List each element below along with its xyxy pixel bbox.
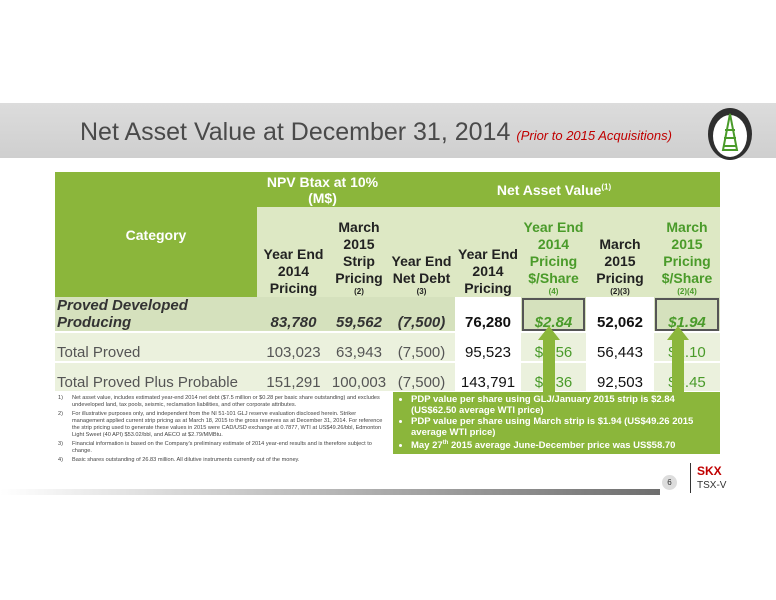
title-band xyxy=(0,103,776,158)
ticker-exchange: TSX-V xyxy=(697,480,727,491)
callout-b3-pre: May 27 xyxy=(411,440,443,452)
row-category: Proved Developed Producing xyxy=(55,297,257,333)
row-category: Total Proved Plus Probable xyxy=(55,362,257,393)
npv-header: NPV Btax at 10% (M$) xyxy=(257,172,388,207)
col-header: Year End Net Debt (3) xyxy=(388,207,455,297)
col-note: (2) xyxy=(354,287,364,296)
col-header: Year End 2014 Pricing $/Share (4) xyxy=(521,207,586,297)
category-header: Category xyxy=(55,172,257,297)
cell: 100,003 xyxy=(330,362,388,393)
cell: 83,780 xyxy=(257,297,330,333)
col-header: March 2015 Pricing (2)(3) xyxy=(586,207,654,297)
col-label: March 2015 Pricing $/Share xyxy=(661,219,713,286)
cell: 52,062 xyxy=(586,297,654,333)
cell: 103,023 xyxy=(257,332,330,363)
callout-bullet: May 27th 2015 average June-December pric… xyxy=(411,438,716,451)
cell: 63,943 xyxy=(330,332,388,363)
cell: 76,280 xyxy=(455,297,521,333)
col-label: Year End 2014 Pricing xyxy=(263,246,324,296)
cell: 59,562 xyxy=(330,297,388,333)
cell: 92,503 xyxy=(586,362,654,393)
cell: 151,291 xyxy=(257,362,330,393)
footnotes: 1) Net asset value, includes estimated ye… xyxy=(58,395,388,466)
callout-box: PDP value per share using GLJ/January 20… xyxy=(393,392,720,454)
footnote-num: 2) xyxy=(58,411,63,417)
cell: (7,500) xyxy=(388,297,455,333)
title-main: Net Asset Value at December 31, 2014 xyxy=(80,118,511,146)
footnote-text: Basic shares outstanding of 26.83 millio… xyxy=(72,457,300,463)
nav-header: Net Asset Value(1) xyxy=(388,172,720,207)
nav-header-label: Net Asset Value xyxy=(496,181,602,198)
col-label: Year End Net Debt xyxy=(391,253,452,286)
arrow-shaft xyxy=(672,338,684,394)
callout-b3-sup: th xyxy=(442,440,449,446)
nav-table: Category NPV Btax at 10% (M$) Net Asset … xyxy=(55,172,720,393)
callout-bullet: PDP value per share using March strip is… xyxy=(411,416,716,438)
col-header: March 2015 Pricing $/Share (2)(4) xyxy=(654,207,720,297)
footnote-num: 3) xyxy=(58,441,63,447)
row-category: Total Proved xyxy=(55,332,257,363)
footnote-text: Net asset value, includes estimated year… xyxy=(72,395,380,408)
col-header: Year End 2014 Pricing xyxy=(257,207,330,297)
striker-logo-icon xyxy=(708,108,752,160)
col-label: Year End 2014 Pricing xyxy=(458,246,518,296)
cell: (7,500) xyxy=(388,362,455,393)
table-row: Total Proved 103,023 63,943 (7,500) 95,5… xyxy=(55,332,720,363)
arrow-shaft xyxy=(543,338,555,394)
footnote: 4) Basic shares outstanding of 26.83 mill… xyxy=(58,457,388,464)
footnote-text: Financial information is based on the Co… xyxy=(72,441,372,454)
table-row: Proved Developed Producing 83,780 59,562… xyxy=(55,297,720,333)
col-note: (2)(4) xyxy=(677,287,697,296)
cell: 95,523 xyxy=(455,332,521,363)
footnote-num: 1) xyxy=(58,395,63,401)
table-row: Total Proved Plus Probable 151,291 100,0… xyxy=(55,362,720,393)
nav-header-sup: (1) xyxy=(601,181,612,191)
footnote-num: 4) xyxy=(58,457,63,463)
footnote: 2) For illustrative purposes only, and in… xyxy=(58,411,388,439)
footnote: 1) Net asset value, includes estimated ye… xyxy=(58,395,388,409)
col-label: March 2015 Pricing xyxy=(596,236,644,286)
callout-bullet: PDP value per share using GLJ/January 20… xyxy=(411,394,716,416)
ticker-divider xyxy=(690,463,691,493)
title-subtitle: (Prior to 2015 Acquisitions) xyxy=(516,128,672,143)
col-label: March 2015 Strip Pricing xyxy=(335,219,383,286)
col-note: (2)(3) xyxy=(610,287,630,296)
callout-b3-post: 2015 average June-December price was US$… xyxy=(448,440,676,452)
arrow-up-icon xyxy=(538,326,560,340)
cell: 56,443 xyxy=(586,332,654,363)
cell: 143,791 xyxy=(455,362,521,393)
cell: $3.45 xyxy=(654,362,720,393)
col-header: March 2015 Strip Pricing (2) xyxy=(330,207,388,297)
footnote: 3) Financial information is based on the … xyxy=(58,441,388,455)
cell: (7,500) xyxy=(388,332,455,363)
footer-bar xyxy=(0,489,660,495)
ticker-primary: SKX xyxy=(697,464,722,478)
page-number: 6 xyxy=(662,475,677,490)
col-header: Year End 2014 Pricing xyxy=(455,207,521,297)
col-note: (4) xyxy=(548,287,559,296)
arrow-up-icon xyxy=(667,326,689,340)
footnote-text: For illustrative purposes only, and inde… xyxy=(72,411,383,438)
col-label: Year End 2014 Pricing $/Share xyxy=(523,219,584,286)
col-note: (3) xyxy=(416,287,427,296)
page-title: Net Asset Value at December 31, 2014 (Pri… xyxy=(80,118,672,147)
